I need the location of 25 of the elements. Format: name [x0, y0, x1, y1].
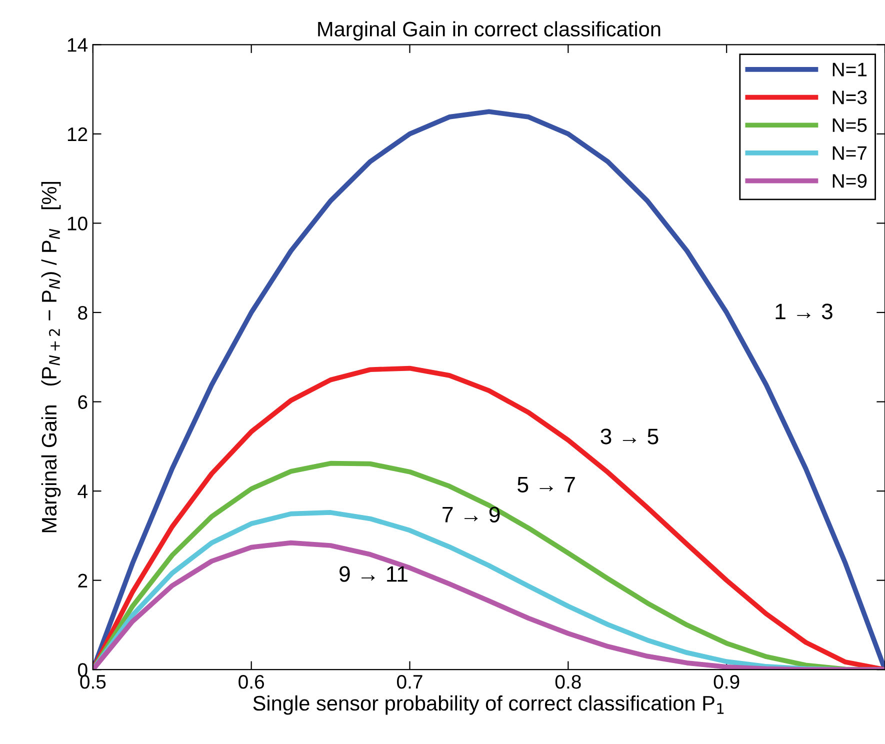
y-tick-label: 14	[68, 38, 88, 52]
x-tick-label: 0.5	[80, 674, 106, 689]
annotation: 3 → 5	[600, 428, 658, 444]
annotation: 1 → 3	[776, 304, 832, 320]
annotation: 9 → 11	[340, 566, 408, 582]
y-tick-label: 6	[78, 395, 88, 409]
legend-label: N=3	[832, 90, 867, 104]
legend-label: N=9	[832, 174, 867, 188]
y-tick-label: 4	[78, 484, 88, 498]
annotation: 7 → 9	[442, 506, 500, 522]
x-axis-title: Single sensor probability of correct classification P$_{1}$	[253, 695, 724, 715]
text: Marginal Gain (P$_{N+2}$ − P$_{N}$) / P$_{N}$ [%]	[41, 182, 61, 532]
legend-label: N=5	[832, 118, 867, 132]
chart-title: Marginal Gain in correct classification	[318, 21, 660, 41]
x-tick-label: 0.6	[238, 674, 264, 689]
legend-label: N=7	[832, 146, 867, 160]
annotation: 5 → 7	[518, 476, 575, 492]
x-tick-label: 0.8	[555, 674, 581, 689]
legend-label: N=1	[832, 62, 867, 76]
x-tick-label: 0.7	[397, 674, 422, 689]
y-tick-label: 8	[78, 306, 88, 320]
x-tick-label: 0.9	[714, 674, 740, 689]
y-tick-label: 10	[68, 216, 88, 230]
y-tick-label: 2	[78, 574, 88, 588]
y-tick-label: 12	[68, 127, 88, 141]
